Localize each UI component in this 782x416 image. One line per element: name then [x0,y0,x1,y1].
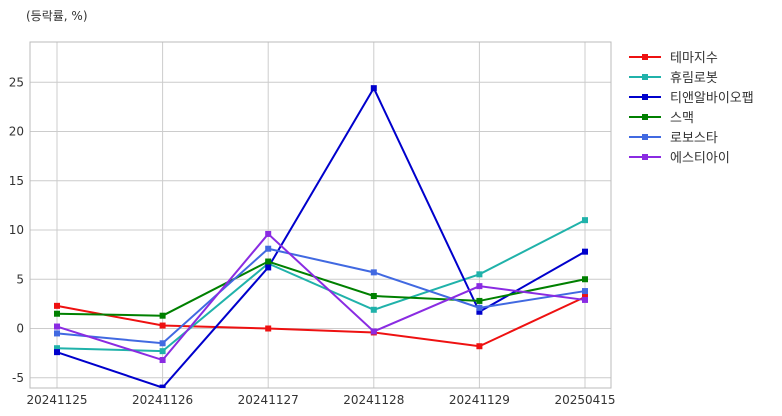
legend-label: 로보스타 [670,131,718,146]
y-unit-label: (등락률, %) [26,9,88,23]
series-스맥 [54,258,588,319]
series-에스티아이 [54,230,588,364]
data-point [159,384,166,388]
data-point [476,297,483,304]
data-point [582,217,588,224]
data-point [370,328,377,335]
y-tick-label: 5 [16,272,24,286]
data-point [370,306,377,313]
y-tick-label: -5 [12,371,24,385]
legend-marker [642,154,648,160]
series-line [56,260,586,317]
legend-item: 휴림로봇 [629,71,718,86]
data-point [370,269,377,276]
data-point [54,310,60,317]
y-tick-label: 10 [9,223,24,237]
data-point [265,258,272,265]
x-tick-label: 20241128 [343,393,404,407]
x-tick-label: 20241127 [238,393,299,407]
y-axis-ticks: -5 0 5 10 15 20 25 [9,75,24,385]
series-티앤알바이오팹 [54,85,588,388]
legend-marker [642,94,648,100]
x-tick-label: 20250415 [554,393,615,407]
data-point [582,296,588,303]
data-point [476,271,483,278]
series-로보스타 [54,245,588,347]
data-point [370,292,377,299]
legend-marker [642,54,648,60]
data-point [582,288,588,295]
data-point [159,312,166,319]
series-line [56,296,586,348]
legend-marker [642,74,648,80]
data-point [370,85,377,92]
series-line [56,232,586,362]
series-line [56,86,586,388]
data-point [54,302,60,309]
plot-area-frame [29,41,612,389]
data-point [159,322,166,329]
legend-label: 티앤알바이오팹 [670,91,754,106]
data-point [54,349,60,356]
data-point [265,230,272,237]
data-point [582,276,588,283]
data-point [54,345,60,352]
data-point [159,357,166,364]
legend-item: 로보스타 [629,131,718,146]
x-tick-label: 20241129 [449,393,510,407]
series-line [56,247,586,345]
legend-marker [642,114,648,120]
data-point [476,308,483,315]
data-point [582,248,588,255]
series-lines [54,85,588,388]
legend-label: 휴림로봇 [670,71,718,86]
legend-item: 테마지수 [629,51,718,66]
series-line [56,219,586,353]
x-tick-label: 20241126 [132,393,193,407]
y-tick-label: 25 [9,75,24,89]
data-point [54,323,60,330]
data-point [476,283,483,290]
data-point [159,340,166,347]
legend-label: 스맥 [670,111,694,126]
data-point [476,343,483,350]
legend-label: 테마지수 [670,51,718,66]
x-axis-ticks: 20241125 20241126 20241127 20241128 20241129… [26,393,615,407]
data-point [159,348,166,355]
gridlines [30,42,611,388]
legend-item: 티앤알바이오팹 [629,91,754,106]
y-tick-label: 20 [9,125,24,139]
legend-item: 스맥 [629,111,694,126]
y-tick-label: 15 [9,174,24,188]
y-tick-label: 0 [16,322,24,336]
legend-item: 에스티아이 [629,151,730,166]
data-point [265,245,272,252]
data-point [265,325,272,332]
x-tick-label: 20241125 [26,393,87,407]
legend-label: 에스티아이 [670,151,730,166]
legend-marker [642,134,648,140]
data-point [265,264,272,271]
data-point [476,304,483,311]
data-point [54,330,60,337]
